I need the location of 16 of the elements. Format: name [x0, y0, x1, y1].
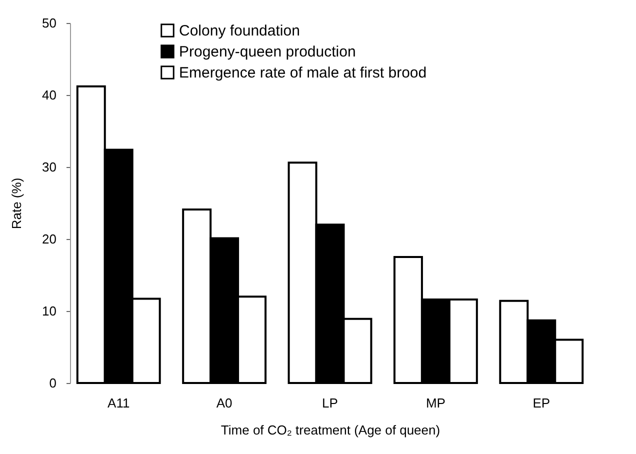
legend-label: Progeny-queen production — [179, 44, 356, 60]
y-tick-label: 50 — [42, 16, 56, 30]
x-axis-title: Time of CO₂ treatment (Age of queen) — [220, 422, 440, 438]
y-axis-title: Rate (%) — [9, 178, 24, 230]
y-tick-label: 0 — [49, 376, 56, 390]
x-tick-label: EP — [532, 396, 550, 410]
y-tick-label: 40 — [42, 88, 56, 102]
x-tick-label: A0 — [216, 396, 232, 410]
legend-label: Colony foundation — [179, 22, 300, 40]
x-tick-label: LP — [322, 396, 338, 410]
x-tick-label: A11 — [108, 396, 130, 410]
y-tick-label: 30 — [42, 160, 56, 174]
x-tick-label: MP — [426, 396, 446, 410]
y-tick-label: 20 — [42, 232, 56, 246]
y-tick-label: 10 — [42, 304, 56, 318]
legend-label: Emergence rate of male at first brood — [179, 64, 427, 82]
